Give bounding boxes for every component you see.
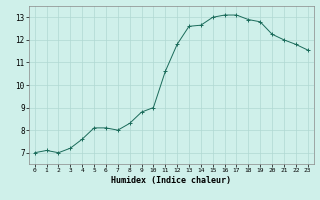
X-axis label: Humidex (Indice chaleur): Humidex (Indice chaleur)	[111, 176, 231, 185]
